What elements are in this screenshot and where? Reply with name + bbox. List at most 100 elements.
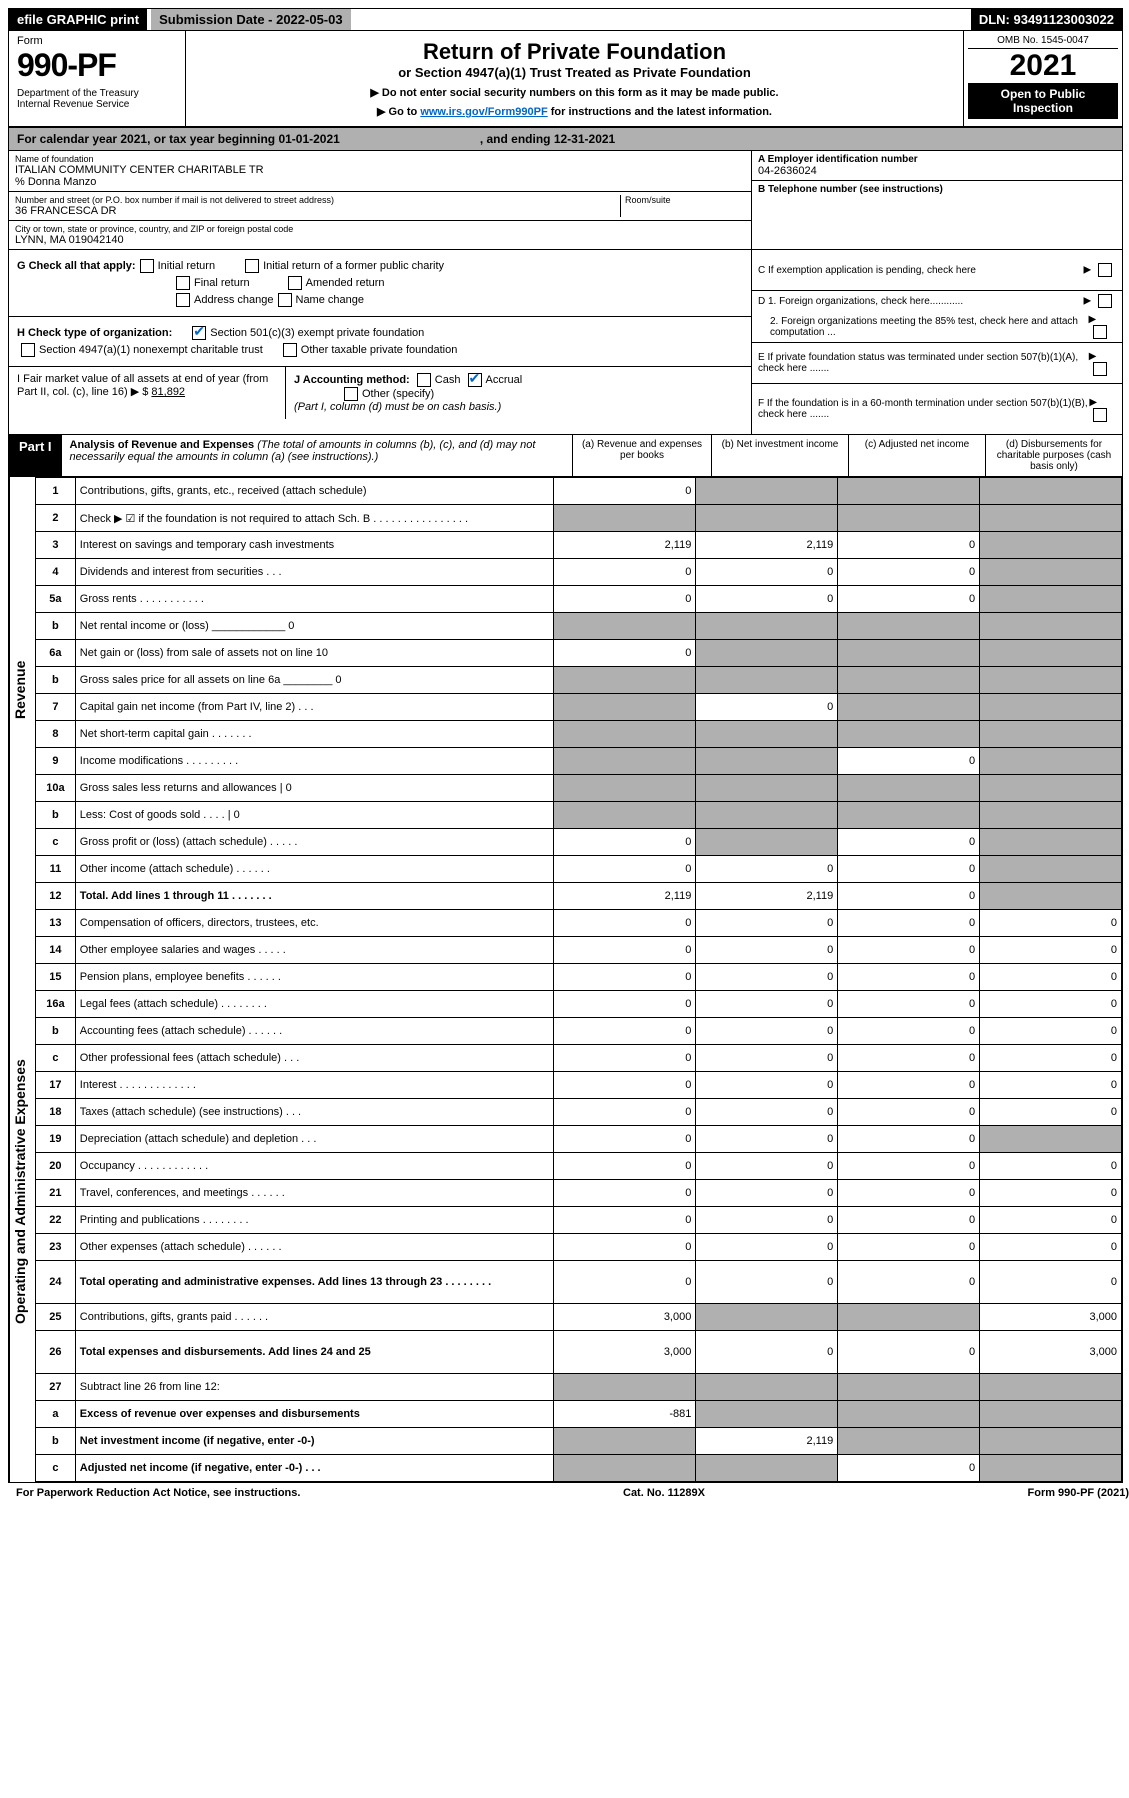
table-row: 7Capital gain net income (from Part IV, … [36, 694, 1122, 721]
table-row: 8Net short-term capital gain . . . . . .… [36, 721, 1122, 748]
form-title: Return of Private Foundation [194, 39, 955, 65]
table-row: 21Travel, conferences, and meetings . . … [36, 1180, 1122, 1207]
table-row: 23Other expenses (attach schedule) . . .… [36, 1234, 1122, 1261]
cb-final[interactable] [176, 276, 190, 290]
col-a-header: (a) Revenue and expenses per books [573, 435, 712, 476]
calyear-end: , and ending 12-31-2021 [480, 132, 615, 146]
table-row: 17Interest . . . . . . . . . . . . .0000 [36, 1072, 1122, 1099]
submission-date: Submission Date - 2022-05-03 [151, 9, 351, 30]
cb-name-change[interactable] [278, 293, 292, 307]
table-row: 11Other income (attach schedule) . . . .… [36, 856, 1122, 883]
table-row: bNet investment income (if negative, ent… [36, 1428, 1122, 1455]
footer-right: Form 990-PF (2021) [1028, 1487, 1129, 1499]
h-label: H Check type of organization: [17, 327, 172, 339]
cb-other-method[interactable] [344, 387, 358, 401]
ein-value: 04-2636024 [758, 165, 1116, 177]
table-row: bLess: Cost of goods sold . . . . | 0 [36, 802, 1122, 829]
table-row: 5aGross rents . . . . . . . . . . .000 [36, 586, 1122, 613]
name-label: Name of foundation [15, 154, 745, 164]
e-label: E If private foundation status was termi… [758, 352, 1089, 374]
part1-label: Part I [9, 435, 62, 476]
table-row: 20Occupancy . . . . . . . . . . . .0000 [36, 1153, 1122, 1180]
cb-initial[interactable] [140, 259, 154, 273]
table-row: 15Pension plans, employee benefits . . .… [36, 964, 1122, 991]
revenue-side-label: Revenue [9, 477, 35, 902]
table-row: 16aLegal fees (attach schedule) . . . . … [36, 991, 1122, 1018]
section-j: J Accounting method: Cash Accrual Other … [286, 367, 751, 419]
cb-d2[interactable] [1093, 325, 1107, 339]
form-label: Form [17, 35, 177, 47]
topbar: efile GRAPHIC print Submission Date - 20… [9, 9, 1122, 31]
efile-label: efile GRAPHIC print [9, 9, 147, 30]
table-row: 6aNet gain or (loss) from sale of assets… [36, 640, 1122, 667]
cb-c[interactable] [1098, 263, 1112, 277]
cb-501c3[interactable] [192, 326, 206, 340]
part1-title: Analysis of Revenue and Expenses [70, 439, 255, 451]
table-row: 9Income modifications . . . . . . . . .0 [36, 748, 1122, 775]
tax-year: 2021 [968, 49, 1118, 83]
col-b-header: (b) Net investment income [712, 435, 849, 476]
table-row: 27Subtract line 26 from line 12: [36, 1374, 1122, 1401]
cb-d1[interactable] [1098, 294, 1112, 308]
calendar-year-row: For calendar year 2021, or tax year begi… [9, 128, 1122, 151]
cb-accrual[interactable] [468, 373, 482, 387]
form-note2: ▶ Go to www.irs.gov/Form990PF for instru… [194, 105, 955, 118]
form-number: 990-PF [17, 47, 177, 84]
ein-label: A Employer identification number [758, 154, 1116, 165]
section-g: G Check all that apply: Initial return I… [9, 250, 751, 317]
cb-cash[interactable] [417, 373, 431, 387]
calyear-begin: For calendar year 2021, or tax year begi… [17, 132, 340, 146]
form-container: efile GRAPHIC print Submission Date - 20… [8, 8, 1123, 1483]
g-label: G Check all that apply: [17, 260, 136, 272]
cb-other-tax[interactable] [283, 343, 297, 357]
table-row: 18Taxes (attach schedule) (see instructi… [36, 1099, 1122, 1126]
dln-label: DLN: 93491123003022 [971, 9, 1122, 30]
irs-link[interactable]: www.irs.gov/Form990PF [420, 106, 547, 118]
section-h: H Check type of organization: Section 50… [9, 317, 751, 367]
form-subtitle: or Section 4947(a)(1) Trust Treated as P… [194, 65, 955, 80]
city-cell: City or town, state or province, country… [9, 221, 751, 249]
ein-cell: A Employer identification number 04-2636… [752, 151, 1122, 181]
info-left: Name of foundation ITALIAN COMMUNITY CEN… [9, 151, 752, 249]
cb-f[interactable] [1093, 408, 1107, 422]
header-right: OMB No. 1545-0047 2021 Open to Public In… [963, 31, 1122, 126]
table-row: 22Printing and publications . . . . . . … [36, 1207, 1122, 1234]
cb-4947[interactable] [21, 343, 35, 357]
addr-label: Number and street (or P.O. box number if… [15, 195, 620, 205]
table-row: cGross profit or (loss) (attach schedule… [36, 829, 1122, 856]
f-label: F If the foundation is in a 60-month ter… [758, 398, 1089, 420]
table-row: aExcess of revenue over expenses and dis… [36, 1401, 1122, 1428]
cb-addr-change[interactable] [176, 293, 190, 307]
table-row: 4Dividends and interest from securities … [36, 559, 1122, 586]
table-row: cOther professional fees (attach schedul… [36, 1045, 1122, 1072]
c-label: C If exemption application is pending, c… [758, 265, 976, 276]
department-label: Department of the Treasury Internal Reve… [17, 88, 177, 110]
j-label: J Accounting method: [294, 374, 410, 386]
d1-label: D 1. Foreign organizations, check here..… [758, 296, 963, 307]
room-label: Room/suite [625, 195, 745, 205]
footer-left: For Paperwork Reduction Act Notice, see … [16, 1487, 300, 1499]
table-row: 1Contributions, gifts, grants, etc., rec… [36, 478, 1122, 505]
telephone-cell: B Telephone number (see instructions) [752, 181, 1122, 231]
table-row: 13Compensation of officers, directors, t… [36, 910, 1122, 937]
table-row: 3Interest on savings and temporary cash … [36, 532, 1122, 559]
footer-mid: Cat. No. 11289X [623, 1487, 705, 1499]
col-d-header: (d) Disbursements for charitable purpose… [986, 435, 1122, 476]
table-row: 2Check ▶ ☑ if the foundation is not requ… [36, 505, 1122, 532]
address-cell: Number and street (or P.O. box number if… [9, 192, 751, 221]
cb-e[interactable] [1093, 362, 1107, 376]
i-label: I Fair market value of all assets at end… [17, 373, 268, 398]
part1-header: Part I Analysis of Revenue and Expenses … [9, 435, 1122, 477]
table-row: bNet rental income or (loss) ___________… [36, 613, 1122, 640]
j-note: (Part I, column (d) must be on cash basi… [294, 401, 501, 413]
col-c-header: (c) Adjusted net income [849, 435, 986, 476]
cb-initial-former[interactable] [245, 259, 259, 273]
table-row: 25Contributions, gifts, grants paid . . … [36, 1304, 1122, 1331]
d2-label: 2. Foreign organizations meeting the 85%… [758, 316, 1089, 338]
open-inspection: Open to Public Inspection [968, 83, 1118, 119]
city-label: City or town, state or province, country… [15, 224, 745, 234]
header-center: Return of Private Foundation or Section … [186, 31, 963, 126]
omb-number: OMB No. 1545-0047 [968, 35, 1118, 49]
cb-amended[interactable] [288, 276, 302, 290]
form-header: Form 990-PF Department of the Treasury I… [9, 31, 1122, 128]
